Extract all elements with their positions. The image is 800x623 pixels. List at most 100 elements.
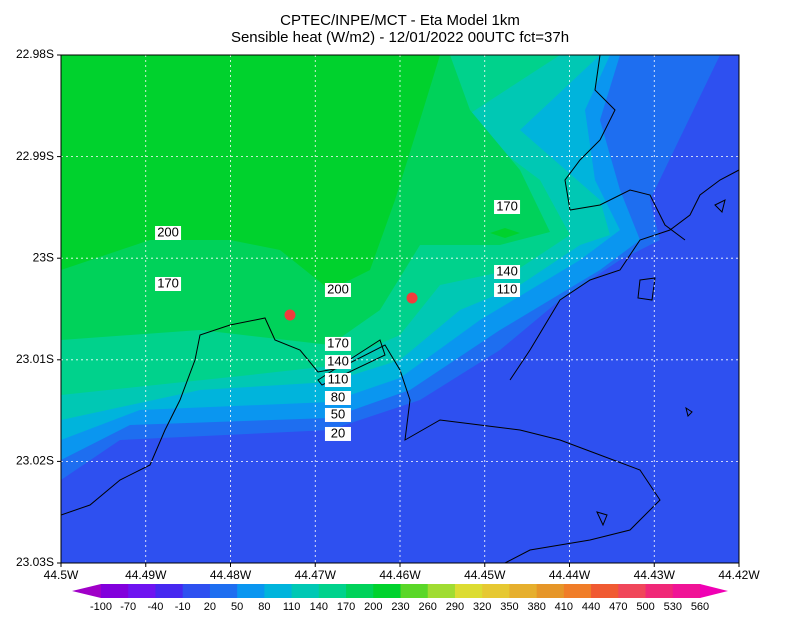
colorbar-label: -100 (90, 601, 112, 613)
colorbar-label: 530 (664, 601, 682, 613)
contour-label-box (494, 199, 521, 214)
chart-subtitle: Sensible heat (W/m2) - 12/01/2022 00UTC … (231, 29, 569, 46)
colorbar-label: 560 (691, 601, 709, 613)
colorbar-box (509, 584, 538, 598)
colorbar-box (427, 584, 456, 598)
colorbar-box (291, 584, 320, 598)
x-tick-label: 44.46W (379, 568, 421, 582)
x-tick-label: 44.48W (210, 568, 252, 582)
contour-band (490, 228, 520, 238)
colorbar-box (373, 584, 401, 598)
colorbar-box (346, 584, 374, 598)
contour-label: 170 (327, 335, 349, 350)
contour-field (61, 55, 739, 563)
colorbar-box (400, 584, 429, 598)
y-tick-label: 22.99S (16, 149, 54, 163)
contour-label: 140 (327, 353, 349, 368)
coastline (596, 199, 726, 527)
colorbar-label: 170 (337, 601, 355, 613)
colorbar-box (101, 584, 129, 598)
x-tick-label: 44.47W (295, 568, 337, 582)
station-point (406, 292, 418, 304)
colorbar-label: 80 (258, 601, 270, 613)
y-tick-label: 23.03S (16, 555, 54, 569)
colorbar-label: 320 (473, 601, 491, 613)
x-tick-label: 44.45W (464, 568, 506, 582)
colorbar-label: 500 (636, 601, 654, 613)
colorbar-box (264, 584, 293, 598)
y-tick-label: 23S (33, 250, 54, 264)
contour-label: 170 (157, 275, 179, 290)
coastline (61, 55, 739, 563)
colorbar-label: 380 (527, 601, 545, 613)
colorbar-box (645, 584, 674, 598)
colorbar-box (563, 584, 592, 598)
x-tick-label: 44.49W (125, 568, 167, 582)
contour-label: 170 (496, 198, 518, 213)
colorbar-label: 20 (204, 601, 216, 613)
contour-label-box (155, 226, 182, 241)
colorbar-box (209, 584, 238, 598)
colorbar-label: 470 (609, 601, 627, 613)
contour-label-box (324, 373, 351, 388)
coastline (564, 55, 686, 241)
colorbar-box (182, 584, 211, 598)
contour-label-box (494, 265, 521, 280)
station-point (284, 309, 296, 321)
contour-label: 50 (331, 406, 345, 421)
coastline (61, 317, 661, 563)
x-tick-label: 44.44W (549, 568, 591, 582)
contour-label: 20 (331, 425, 345, 440)
colorbar-label: 260 (419, 601, 437, 613)
colorbar-label: 200 (364, 601, 382, 613)
contour-label: 200 (157, 224, 179, 239)
colorbar-label: 140 (310, 601, 328, 613)
x-tick-label: 44.5W (44, 568, 79, 582)
colorbar-label: 230 (391, 601, 409, 613)
colorbar-label: -70 (120, 601, 136, 613)
colorbar-box (482, 584, 510, 598)
contour-label-box (324, 391, 351, 406)
colorbar-label: 110 (283, 601, 301, 613)
colorbar-label: 290 (446, 601, 464, 613)
x-tick-label: 44.42W (718, 568, 760, 582)
contour-label-box (324, 426, 351, 441)
contour-label-box (155, 277, 182, 292)
contour-label: 140 (496, 263, 518, 278)
colorbar-box (128, 584, 156, 598)
colorbar-box (237, 584, 265, 598)
y-tick-label: 23.01S (16, 352, 54, 366)
contour-label: 200 (327, 281, 349, 296)
colorbar-label: 410 (555, 601, 573, 613)
contour-label-box (324, 336, 351, 351)
colorbar-label: -40 (148, 601, 164, 613)
contour-label: 110 (328, 371, 349, 386)
contour-label: 110 (497, 281, 518, 296)
contour-label-box (324, 407, 351, 422)
contour-label: 80 (331, 389, 345, 404)
contour-label-box (494, 283, 521, 298)
colorbar-label: 440 (582, 601, 600, 613)
x-tick-label: 44.43W (634, 568, 676, 582)
y-tick-label: 23.02S (16, 454, 54, 468)
colorbar-box (618, 584, 647, 598)
coastline (317, 339, 386, 386)
colorbar-box (536, 584, 565, 598)
colorbar-box (672, 584, 701, 598)
contour-label-box (324, 283, 351, 298)
colorbar-box (155, 584, 184, 598)
colorbar-end (700, 584, 728, 598)
colorbar-label: -10 (175, 601, 191, 613)
colorbar-end (72, 584, 101, 598)
colorbar-label: 350 (500, 601, 518, 613)
y-tick-label: 22.98S (16, 47, 54, 61)
coastline (637, 277, 656, 301)
coastline (509, 169, 739, 381)
chart-title: CPTEC/INPE/MCT - Eta Model 1km (280, 12, 520, 29)
colorbar-box (454, 584, 483, 598)
colorbar-label: 50 (231, 601, 243, 613)
colorbar-box (318, 584, 347, 598)
colorbar-box (591, 584, 619, 598)
contour-label-box (324, 355, 351, 370)
